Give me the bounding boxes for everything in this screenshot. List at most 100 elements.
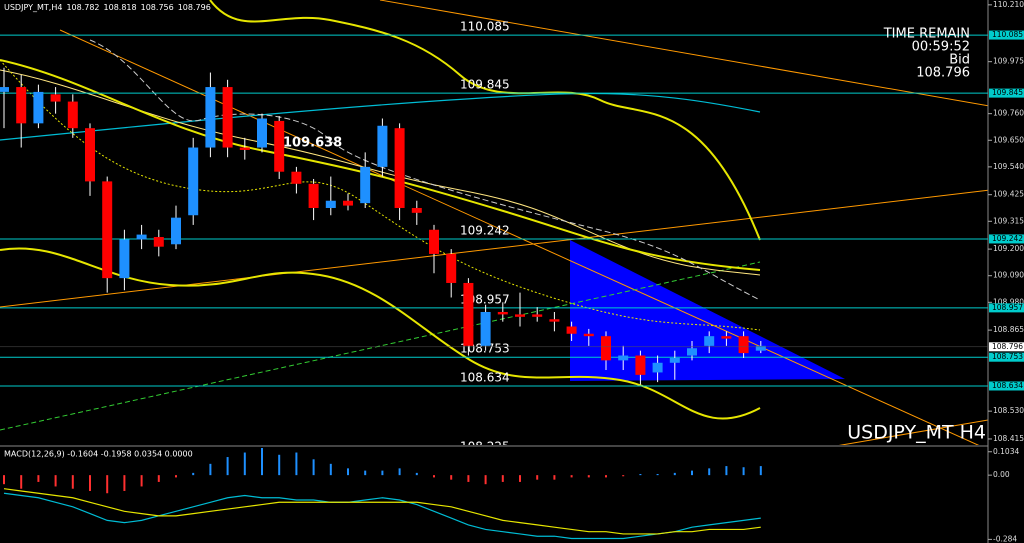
level-axis-box — [989, 234, 1024, 244]
y-tick-label: 109.425 — [993, 190, 1024, 199]
y-tick-label: 109.650 — [993, 135, 1024, 144]
time-remain: 00:59:52 — [912, 40, 970, 55]
candle-body — [153, 237, 164, 247]
trend-line — [0, 189, 988, 308]
level-axis-box — [989, 303, 1024, 313]
candle-body — [205, 87, 216, 148]
candle-body — [721, 336, 732, 339]
candle-body — [67, 101, 78, 129]
macd-title: MACD(12,26,9) -0.1604 -0.1958 0.0354 0.0… — [4, 450, 193, 459]
trend-line — [838, 419, 988, 445]
candle-body — [738, 336, 749, 354]
band-middle — [0, 59, 761, 271]
y-tick-label: 109.090 — [993, 271, 1024, 280]
candle-body — [222, 87, 233, 148]
level-label: 109.242 — [460, 223, 510, 237]
level-axis-label: 108.753 — [992, 352, 1023, 361]
candle-body — [343, 200, 353, 206]
time-remain-label: TIME REMAIN — [883, 27, 970, 42]
candle-body — [687, 348, 697, 356]
y-tick-label: 109.975 — [993, 57, 1024, 66]
candle-body — [0, 87, 9, 92]
level-label: 108.634 — [460, 370, 510, 384]
y-tick-label: 109.760 — [993, 109, 1024, 118]
triangle-zone — [570, 240, 845, 381]
trend-line — [59, 29, 980, 445]
macd-main-line — [3, 492, 761, 540]
symbol: USDJPY_MT,H4 — [4, 3, 62, 12]
candle-body — [257, 118, 267, 148]
candle-body — [16, 87, 27, 124]
overlays — [0, 0, 988, 445]
candle-body — [50, 94, 61, 102]
candle-body — [119, 239, 130, 279]
candle-body — [583, 333, 594, 337]
y2-tick-label: -0.284 — [993, 534, 1017, 543]
candle-body — [325, 200, 336, 208]
level-axis-label: 109.845 — [992, 88, 1023, 97]
candle-body — [136, 234, 147, 240]
bid-axis-label: 108.796 — [992, 342, 1023, 351]
quote-value: 108.818 — [104, 3, 137, 12]
bid-value: 108.796 — [916, 66, 970, 81]
level-label: 110.085 — [460, 20, 510, 34]
y2-tick-label: 0.00 — [993, 470, 1010, 479]
price-marker-label: 109.638 — [283, 136, 342, 151]
y2-tick-label: 0.1034 — [993, 447, 1019, 456]
footer-symbol: USDJPY_MT H4 — [847, 422, 986, 444]
candle-body — [308, 183, 319, 208]
candle-body — [274, 120, 285, 172]
bid-axis-box — [989, 342, 1024, 352]
quote-value: 108.796 — [178, 3, 211, 12]
moving-average — [0, 92, 761, 141]
band-upper — [209, 0, 761, 241]
candle-body — [463, 282, 474, 346]
y-tick-label: 108.865 — [993, 325, 1024, 334]
candle-body — [239, 147, 250, 150]
level-axis-box — [989, 352, 1024, 362]
dashed-line — [0, 261, 761, 431]
candle-body — [669, 357, 680, 363]
candle-body — [446, 253, 457, 283]
y-tick-label: 110.210 — [993, 0, 1024, 9]
candle-body — [755, 345, 766, 351]
candle-body — [33, 91, 44, 124]
y-tick-label: 108.415 — [993, 434, 1024, 443]
envelope — [0, 59, 761, 331]
candle-body — [497, 311, 508, 315]
candle-body — [635, 355, 646, 375]
price-axis: 110.210 109.975 109.760 109.650 109.540 109.4… — [988, 0, 1024, 543]
price-panel: 110.085109.845109.242108.957108.753108.6… — [0, 20, 988, 454]
y-tick-label: 109.315 — [993, 216, 1024, 225]
candle-body — [171, 217, 181, 245]
level-axis-label: 110.085 — [992, 30, 1023, 39]
y-tick-label: 108.530 — [993, 406, 1024, 415]
bid-label: Bid — [949, 53, 970, 68]
symbol-info: USDJPY_MT,H4 108.782 108.818 108.756 108.796 — [4, 3, 211, 12]
quote-value: 108.782 — [66, 3, 99, 12]
candle-body — [652, 362, 663, 373]
candle-body — [102, 181, 113, 279]
candle-body — [480, 311, 491, 346]
candle-body — [549, 319, 560, 322]
candle-body — [377, 125, 388, 167]
dashed-ma — [89, 39, 761, 301]
candle-body — [566, 326, 577, 334]
candle-body — [704, 336, 715, 346]
candle-body — [85, 128, 95, 182]
level-label: 108.225 — [460, 440, 510, 454]
candle-body — [411, 207, 422, 213]
candle-body — [532, 314, 543, 317]
candle-body — [394, 128, 405, 208]
level-axis-box — [989, 381, 1024, 391]
candle-body — [188, 147, 199, 216]
level-axis-box — [989, 88, 1024, 98]
y-tick-label: 108.980 — [993, 297, 1024, 306]
candle-body — [618, 355, 629, 361]
candle-body — [360, 166, 371, 204]
quote-value: 108.756 — [141, 3, 174, 12]
level-axis-label: 108.634 — [992, 381, 1023, 390]
level-axis-label: 108.957 — [992, 303, 1023, 312]
